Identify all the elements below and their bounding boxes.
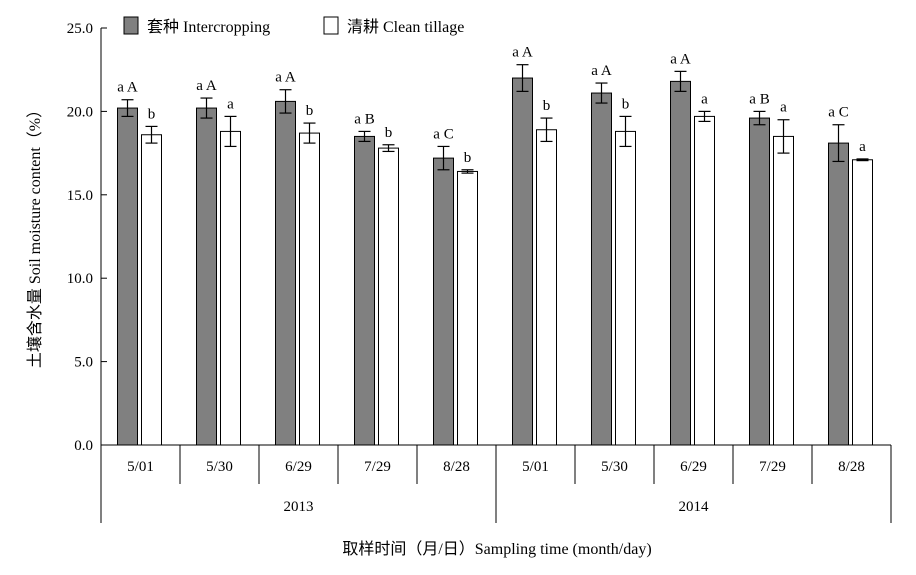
significance-label-intercropping: a C (433, 126, 453, 142)
y-tick-label: 15.0 (67, 188, 93, 204)
significance-label-intercropping: a A (591, 63, 612, 79)
x-tick-label: 6/29 (285, 459, 312, 475)
bar-intercropping (512, 77, 533, 446)
bar-clean-tillage (457, 170, 478, 446)
x-tick-label: 8/28 (443, 459, 470, 475)
bar-clean-tillage (852, 159, 873, 446)
bar-clean-tillage (615, 130, 636, 446)
bar-intercropping (196, 107, 217, 446)
bar-intercropping (117, 107, 138, 446)
significance-label-intercropping: a A (196, 78, 217, 94)
y-tick-label: 5.0 (74, 355, 93, 371)
significance-label-intercropping: a A (670, 51, 691, 67)
y-axis-title: 土壤含水量 Soil moisture content（%） (25, 102, 44, 368)
bar-intercropping (275, 100, 296, 446)
significance-label-clean-tillage: b (543, 98, 551, 114)
legend-swatch-clean-tillage (323, 16, 339, 35)
legend-label-clean-tillage: 清耕 Clean tillage (347, 18, 464, 36)
significance-label-intercropping: a B (354, 111, 374, 127)
bar-clean-tillage (694, 115, 715, 446)
significance-label-intercropping: a A (512, 45, 533, 61)
x-tick-label: 8/28 (838, 459, 865, 475)
x-tick-label: 5/01 (127, 459, 154, 475)
bar-clean-tillage (773, 135, 794, 446)
significance-label-intercropping: a C (828, 105, 848, 121)
x-tick-label: 7/29 (364, 459, 391, 475)
x-tick-label: 6/29 (680, 459, 707, 475)
significance-label-clean-tillage: b (148, 106, 156, 122)
significance-label-clean-tillage: b (464, 150, 472, 166)
significance-label-clean-tillage: a (780, 100, 787, 116)
labels-layer: 5/01 5/30 6/29 7/29 8/28 5/01 5/30 6/29 7/29 8/28… (117, 45, 866, 515)
significance-label-clean-tillage: a (701, 91, 708, 107)
x-axis-title: 取样时间（月/日）Sampling time (month/day) (342, 540, 651, 558)
bar-intercropping (828, 142, 849, 446)
significance-label-intercropping: a B (749, 91, 769, 107)
bar-clean-tillage (378, 147, 399, 446)
bar-intercropping (749, 117, 770, 446)
significance-label-intercropping: a A (275, 70, 296, 86)
y-tick-label: 0.0 (74, 438, 93, 454)
bar-intercropping (354, 135, 375, 446)
significance-label-clean-tillage: a (227, 96, 234, 112)
y-tick-label: 10.0 (67, 271, 93, 287)
y-tick-label: 25.0 (67, 21, 93, 37)
x-tick-label: 7/29 (759, 459, 786, 475)
bar-intercropping (670, 80, 691, 446)
significance-label-clean-tillage: b (622, 96, 630, 112)
significance-label-intercropping: a A (117, 80, 138, 96)
bar-intercropping (433, 157, 454, 446)
significance-label-clean-tillage: a (859, 139, 866, 155)
bar-clean-tillage (141, 134, 162, 446)
legend-swatch-intercropping (123, 16, 139, 35)
bar-clean-tillage (220, 130, 241, 446)
x-tick-label: 5/01 (522, 459, 549, 475)
year-label: 2014 (679, 499, 710, 515)
bar-clean-tillage (536, 129, 557, 446)
significance-label-clean-tillage: b (306, 103, 314, 119)
x-tick-label: 5/30 (206, 459, 233, 475)
bar-intercropping (591, 92, 612, 446)
legend-label-intercropping: 套种 Intercropping (147, 18, 270, 36)
bars-layer (117, 64, 873, 446)
x-tick-label: 5/30 (601, 459, 628, 475)
bar-clean-tillage (299, 132, 320, 446)
year-label: 2013 (284, 499, 314, 515)
legend: 套种 Intercropping 清耕 Clean tillage (123, 16, 464, 36)
significance-label-clean-tillage: b (385, 125, 393, 141)
y-tick-label: 20.0 (67, 104, 93, 120)
